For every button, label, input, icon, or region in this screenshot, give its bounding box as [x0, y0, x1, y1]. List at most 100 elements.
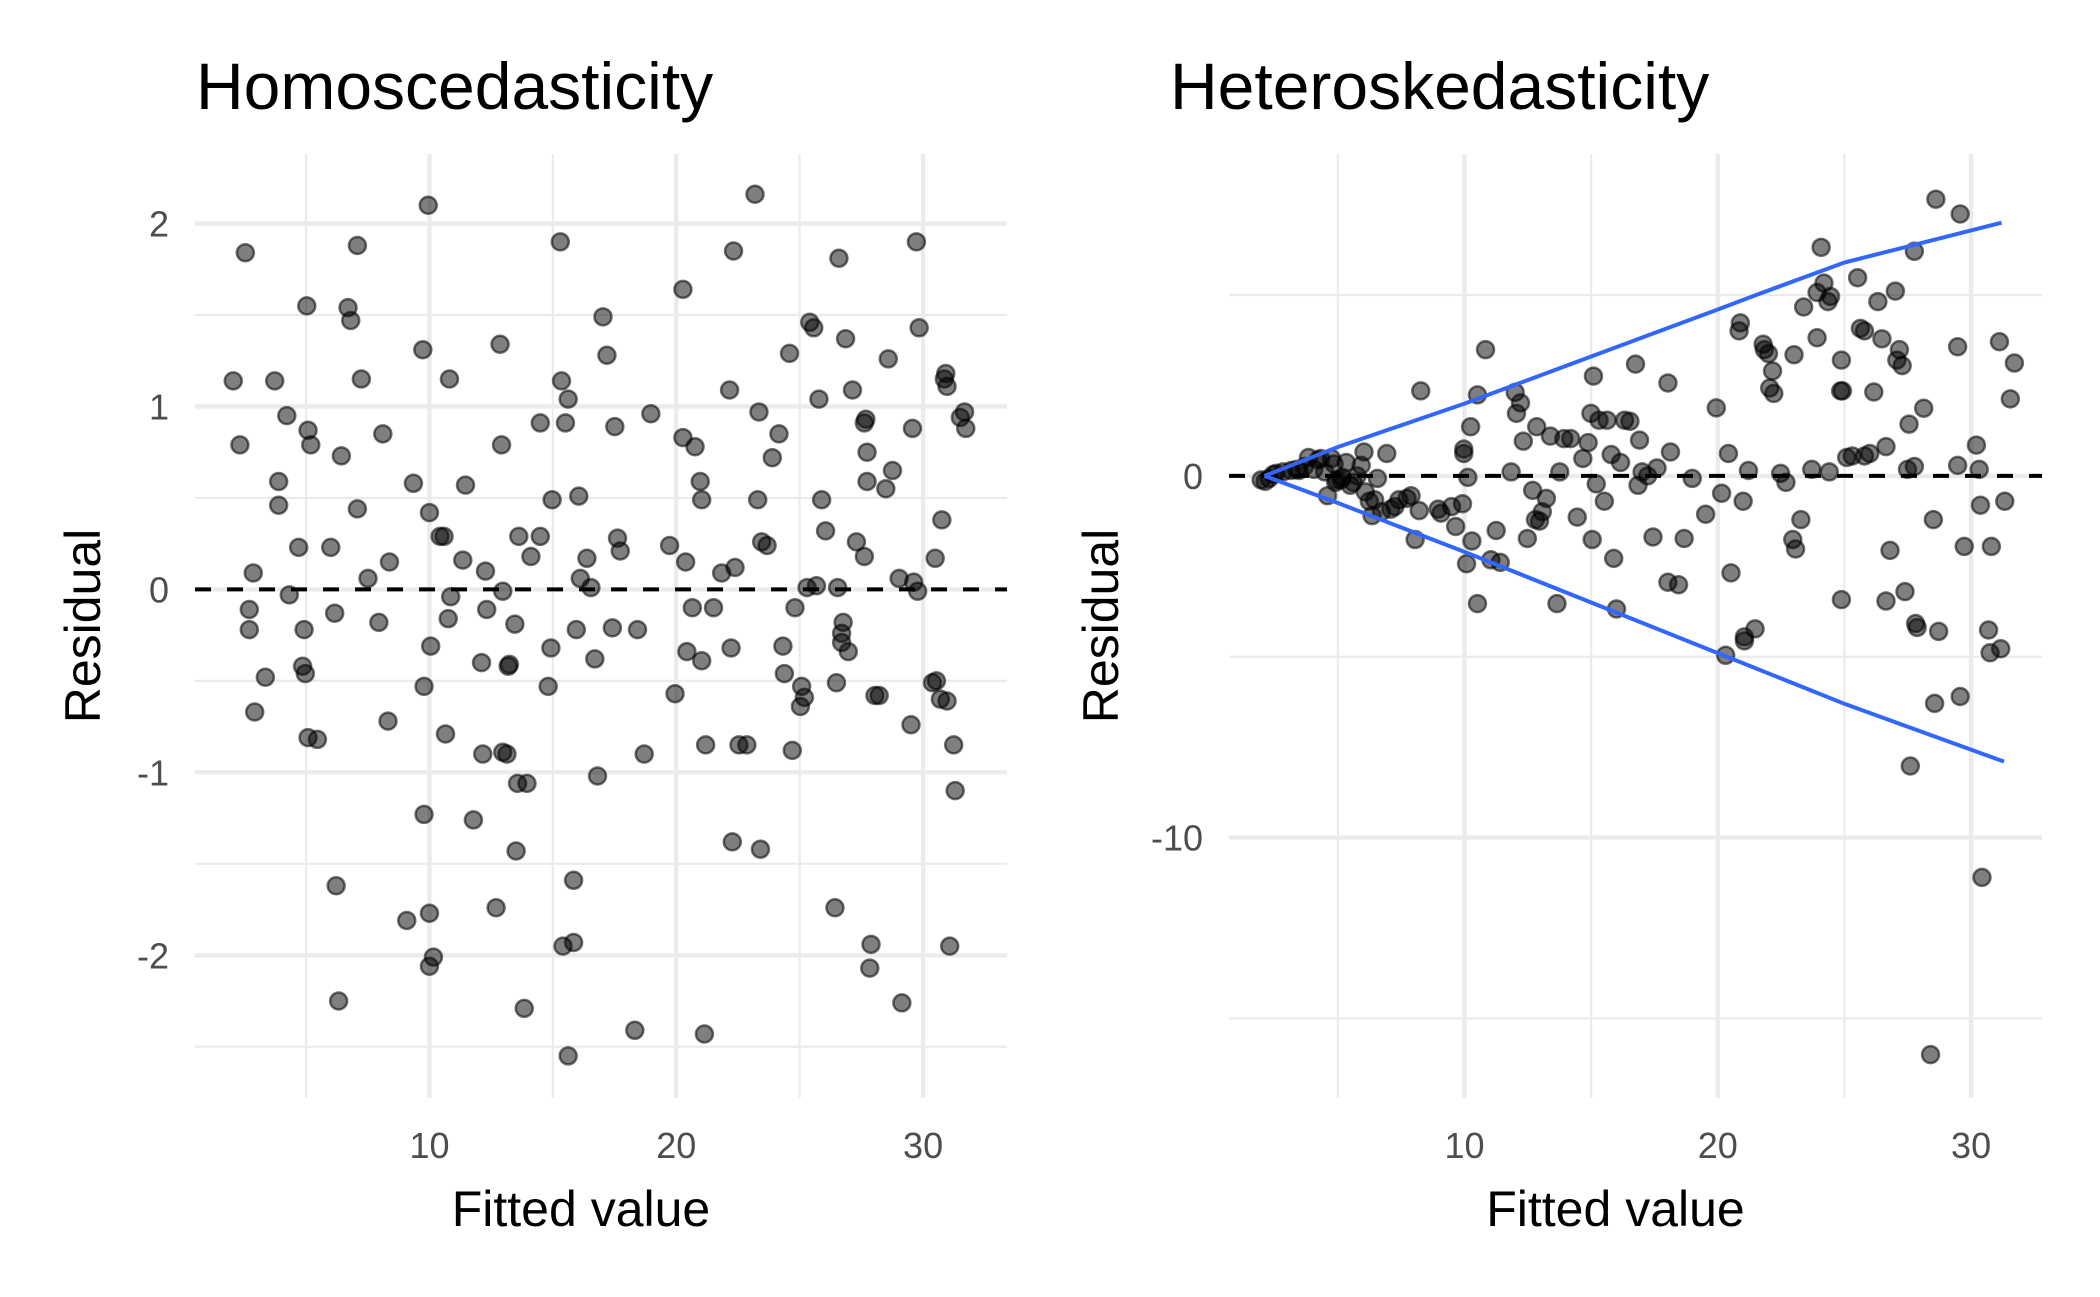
- data-point: [1682, 468, 1702, 489]
- panel-heteroskedasticity: 10 20 30 -10 0 Heteroskedasticity Fitted val…: [1073, 49, 2042, 1237]
- data-point: [1924, 693, 1945, 714]
- data-point: [1475, 339, 1496, 360]
- data-point: [932, 510, 952, 530]
- data-point: [605, 416, 625, 437]
- data-point: [243, 563, 263, 583]
- data-point: [956, 418, 976, 439]
- data-point: [1784, 344, 1804, 365]
- data-point: [1820, 286, 1841, 307]
- data-point: [1660, 442, 1681, 462]
- data-point: [794, 687, 815, 708]
- data-point: [455, 475, 476, 495]
- data-point: [1928, 621, 1949, 642]
- data-point: [625, 1020, 645, 1041]
- data-point: [1583, 366, 1604, 386]
- data-point: [413, 340, 433, 360]
- data-point: [1668, 575, 1689, 595]
- data-point: [538, 676, 558, 697]
- data-point: [782, 740, 803, 761]
- data-point: [1978, 620, 1999, 640]
- data-point: [1377, 443, 1397, 464]
- data-point: [320, 537, 341, 558]
- data-point: [826, 672, 847, 693]
- data-point: [685, 436, 705, 457]
- data-point: [486, 897, 506, 918]
- data-point: [892, 993, 912, 1013]
- data-point: [750, 839, 771, 859]
- data-point: [558, 1046, 578, 1066]
- data-point: [397, 910, 417, 931]
- y-axis-title: Residual: [55, 529, 111, 724]
- data-point: [1950, 686, 1970, 707]
- data-point: [277, 405, 297, 426]
- data-point: [1885, 281, 1906, 301]
- data-point: [1452, 494, 1473, 514]
- data-point: [1501, 462, 1521, 482]
- data-point: [659, 535, 680, 556]
- data-point: [419, 903, 440, 923]
- data-point: [1907, 617, 1927, 638]
- panel-homoscedasticity: 10 20 30 -2 -1 0 1 2 Homoscedasticity Fitted va…: [55, 49, 1007, 1237]
- data-point: [1603, 548, 1624, 569]
- data-point: [842, 380, 863, 400]
- data-point: [869, 685, 889, 706]
- data-point: [473, 744, 493, 764]
- data-point: [555, 413, 576, 433]
- data-point: [369, 612, 389, 633]
- data-point: [509, 526, 529, 547]
- data-point: [838, 641, 859, 662]
- data-point: [723, 241, 744, 261]
- data-point: [542, 490, 562, 510]
- data-point: [691, 490, 712, 510]
- data-point: [1854, 321, 1875, 341]
- data-point: [602, 618, 623, 638]
- points-heteroskedasticity: [1251, 189, 2025, 1065]
- data-point: [809, 389, 829, 409]
- data-point: [328, 991, 349, 1011]
- points-homoscedasticity: [223, 184, 976, 1066]
- data-point: [719, 380, 740, 400]
- data-point: [1745, 619, 1765, 639]
- data-point: [1847, 267, 1868, 288]
- data-point: [301, 435, 321, 455]
- data-point: [521, 546, 541, 567]
- data-point: [1831, 589, 1852, 610]
- data-point: [497, 744, 517, 764]
- data-point: [1629, 430, 1650, 450]
- data-point: [1550, 462, 1570, 482]
- data-point: [439, 369, 460, 389]
- data-point: [857, 471, 877, 492]
- data-point: [235, 243, 256, 263]
- data-point: [239, 619, 260, 640]
- data-point: [1895, 581, 1915, 602]
- data-point: [1467, 593, 1488, 614]
- x-tick-label: 10: [409, 1125, 449, 1166]
- data-point: [1904, 456, 1925, 477]
- data-point: [722, 832, 743, 852]
- data-point: [902, 418, 923, 439]
- data-point: [1802, 459, 1822, 480]
- data-point: [1647, 458, 1667, 478]
- data-point: [1954, 536, 1974, 557]
- y-tick-label: 0: [1183, 456, 1203, 497]
- data-point: [471, 652, 492, 673]
- data-point: [1711, 483, 1732, 504]
- data-point: [1354, 442, 1374, 462]
- data-point: [414, 676, 434, 697]
- data-point: [1582, 529, 1602, 550]
- data-point: [569, 486, 589, 506]
- data-point: [1807, 327, 1827, 348]
- data-point: [1947, 337, 1968, 357]
- data-point: [295, 663, 316, 684]
- data-point: [1920, 1044, 1941, 1065]
- data-point: [856, 409, 876, 430]
- data-point: [1832, 381, 1853, 401]
- data-point: [610, 541, 631, 561]
- data-point: [244, 702, 265, 722]
- data-point: [721, 638, 741, 658]
- data-point: [294, 619, 314, 640]
- data-point: [945, 780, 965, 801]
- data-point: [673, 279, 693, 300]
- data-point: [475, 561, 496, 581]
- data-point: [1762, 361, 1783, 381]
